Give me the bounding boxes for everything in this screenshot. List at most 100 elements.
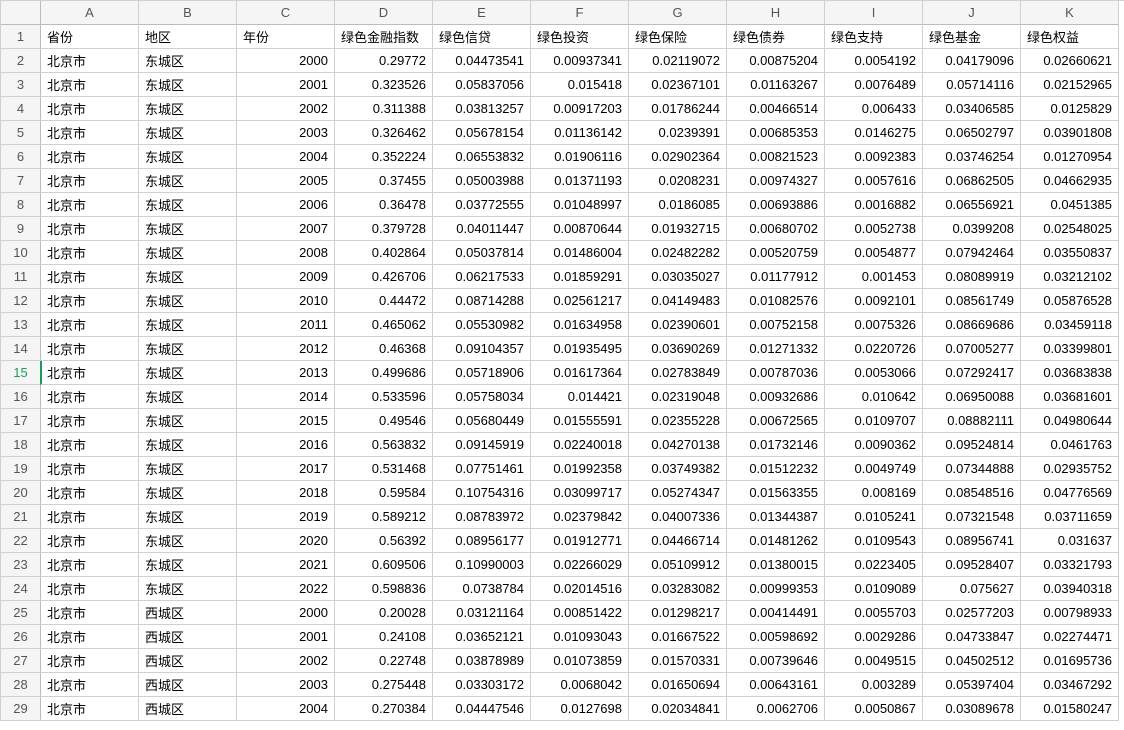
cell[interactable]: 0.03749382 [629, 457, 727, 481]
cell[interactable]: 0.05758034 [433, 385, 531, 409]
cell[interactable]: 0.03746254 [923, 145, 1021, 169]
cell[interactable]: 0.00643161 [727, 673, 825, 697]
cell[interactable]: 东城区 [139, 193, 237, 217]
cell[interactable]: 北京市 [41, 433, 139, 457]
cell[interactable]: 0.03690269 [629, 337, 727, 361]
cell[interactable]: 0.20028 [335, 601, 433, 625]
cell[interactable]: 0.24108 [335, 625, 433, 649]
cell[interactable]: 0.05714116 [923, 73, 1021, 97]
cell[interactable]: 0.00937341 [531, 49, 629, 73]
cell[interactable]: 0.01563355 [727, 481, 825, 505]
row-header[interactable]: 23 [1, 553, 41, 577]
cell[interactable]: 0.01906116 [531, 145, 629, 169]
field-header[interactable]: 绿色支持 [825, 25, 923, 49]
cell[interactable]: 0.0075326 [825, 313, 923, 337]
cell[interactable]: 0.01136142 [531, 121, 629, 145]
cell[interactable]: 0.0057616 [825, 169, 923, 193]
cell[interactable]: 0.06556921 [923, 193, 1021, 217]
cell[interactable]: 0.270384 [335, 697, 433, 721]
cell[interactable]: 0.07005277 [923, 337, 1021, 361]
cell[interactable]: 0.0092383 [825, 145, 923, 169]
cell[interactable]: 0.00466514 [727, 97, 825, 121]
cell[interactable]: 2004 [237, 697, 335, 721]
cell[interactable]: 0.0076489 [825, 73, 923, 97]
cell[interactable]: 东城区 [139, 337, 237, 361]
cell[interactable]: 0.06217533 [433, 265, 531, 289]
cell[interactable]: 0.01667522 [629, 625, 727, 649]
cell[interactable]: 0.00870644 [531, 217, 629, 241]
cell[interactable]: 0.07321548 [923, 505, 1021, 529]
cell[interactable]: 0.352224 [335, 145, 433, 169]
cell[interactable]: 0.03459118 [1021, 313, 1119, 337]
cell[interactable]: 0.01177912 [727, 265, 825, 289]
cell[interactable]: 东城区 [139, 265, 237, 289]
cell[interactable]: 0.05876528 [1021, 289, 1119, 313]
cell[interactable]: 0.08561749 [923, 289, 1021, 313]
row-header[interactable]: 7 [1, 169, 41, 193]
cell[interactable]: 0.0049515 [825, 649, 923, 673]
cell[interactable]: 2018 [237, 481, 335, 505]
cell[interactable]: 0.533596 [335, 385, 433, 409]
cell[interactable]: 西城区 [139, 601, 237, 625]
cell[interactable]: 北京市 [41, 625, 139, 649]
cell[interactable]: 2010 [237, 289, 335, 313]
row-header[interactable]: 19 [1, 457, 41, 481]
cell[interactable]: 0.006433 [825, 97, 923, 121]
cell[interactable]: 北京市 [41, 193, 139, 217]
cell[interactable]: 0.03303172 [433, 673, 531, 697]
cell[interactable]: 0.05109912 [629, 553, 727, 577]
cell[interactable]: 0.00685353 [727, 121, 825, 145]
cell[interactable]: 0.03321793 [1021, 553, 1119, 577]
cell[interactable]: 0.00875204 [727, 49, 825, 73]
cell[interactable]: 0.00414491 [727, 601, 825, 625]
cell[interactable]: 0.00520759 [727, 241, 825, 265]
cell[interactable]: 0.04179096 [923, 49, 1021, 73]
row-header[interactable]: 1 [1, 25, 41, 49]
cell[interactable]: 0.03035027 [629, 265, 727, 289]
cell[interactable]: 0.03813257 [433, 97, 531, 121]
cell[interactable]: 0.59584 [335, 481, 433, 505]
cell[interactable]: 2003 [237, 121, 335, 145]
cell[interactable]: 0.05837056 [433, 73, 531, 97]
cell[interactable]: 0.08956741 [923, 529, 1021, 553]
cell[interactable]: 北京市 [41, 409, 139, 433]
cell[interactable]: 0.0105241 [825, 505, 923, 529]
cell[interactable]: 东城区 [139, 361, 237, 385]
cell[interactable]: 0.0053066 [825, 361, 923, 385]
cell[interactable]: 2012 [237, 337, 335, 361]
cell[interactable]: 0.01380015 [727, 553, 825, 577]
cell[interactable]: 0.0054877 [825, 241, 923, 265]
cell[interactable]: 北京市 [41, 649, 139, 673]
cell[interactable]: 北京市 [41, 169, 139, 193]
cell[interactable]: 东城区 [139, 73, 237, 97]
cell[interactable]: 东城区 [139, 481, 237, 505]
cell[interactable]: 0.075627 [923, 577, 1021, 601]
row-header[interactable]: 9 [1, 217, 41, 241]
cell[interactable]: 0.0220726 [825, 337, 923, 361]
cell[interactable]: 0.03212102 [1021, 265, 1119, 289]
cell[interactable]: 0.01634958 [531, 313, 629, 337]
cell[interactable]: 东城区 [139, 169, 237, 193]
cell[interactable]: 0.01617364 [531, 361, 629, 385]
cell[interactable]: 0.01093043 [531, 625, 629, 649]
cell[interactable]: 2001 [237, 73, 335, 97]
cell[interactable]: 0.0738784 [433, 577, 531, 601]
cell[interactable]: 2021 [237, 553, 335, 577]
cell[interactable]: 0.0399208 [923, 217, 1021, 241]
cell[interactable]: 0.02482282 [629, 241, 727, 265]
cell[interactable]: 0.05003988 [433, 169, 531, 193]
cell[interactable]: 北京市 [41, 505, 139, 529]
cell[interactable]: 0.02660621 [1021, 49, 1119, 73]
cell[interactable]: 0.02355228 [629, 409, 727, 433]
cell[interactable]: 东城区 [139, 289, 237, 313]
cell[interactable]: 0.0109707 [825, 409, 923, 433]
cell[interactable]: 0.001453 [825, 265, 923, 289]
row-header[interactable]: 21 [1, 505, 41, 529]
cell[interactable]: 0.06553832 [433, 145, 531, 169]
cell[interactable]: 0.0068042 [531, 673, 629, 697]
row-header[interactable]: 5 [1, 121, 41, 145]
cell[interactable]: 西城区 [139, 697, 237, 721]
cell[interactable]: 0.00932686 [727, 385, 825, 409]
cell[interactable]: 0.0092101 [825, 289, 923, 313]
cell[interactable]: 0.00672565 [727, 409, 825, 433]
